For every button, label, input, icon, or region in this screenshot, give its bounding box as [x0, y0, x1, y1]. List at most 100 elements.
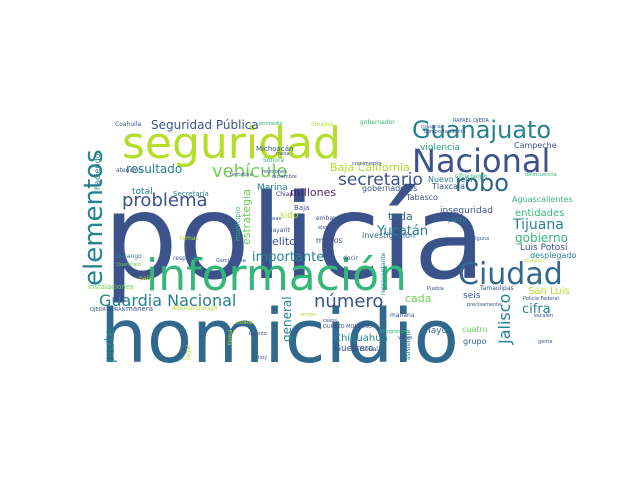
word-nacional: Nacional — [412, 142, 550, 180]
word-parte: parte — [103, 328, 118, 363]
word-atencion: atención — [116, 167, 142, 174]
word-secretario: secretario — [338, 170, 423, 190]
word-puebla: Puebla — [427, 286, 444, 292]
word-estado: estado — [236, 320, 253, 326]
word-vacas: vacas — [398, 335, 413, 341]
word-trabajando: trabajando — [421, 124, 443, 129]
word-representante: representante — [380, 252, 387, 295]
word-cosas: cosas — [267, 216, 281, 222]
word-garcia-luna: García Luna — [216, 257, 246, 264]
word-sonora: Sonora — [263, 157, 284, 164]
word-vehiculo: vehículo — [212, 161, 287, 182]
word-municipio: municipio — [234, 207, 242, 241]
word-tema: tema — [227, 329, 234, 345]
word-comportamiento: comportamiento — [424, 129, 466, 135]
word-kilogramos: kilogramos — [380, 329, 408, 335]
word-temas: temas — [180, 235, 199, 242]
word-tabasco: Tabasco — [405, 193, 438, 202]
word-toda: toda — [388, 210, 413, 223]
word-yucatan: Yucatán — [376, 224, 428, 239]
word-baja: Baja — [294, 204, 309, 212]
word-cada: cada — [405, 292, 432, 305]
word-homicidio: homicidio — [100, 294, 459, 380]
word-escalon: escalón — [534, 312, 553, 319]
word-mesa: mesa — [276, 151, 290, 157]
word-seguridad-publica: Seguridad Pública — [151, 118, 259, 132]
word-gobernadores: gobernadores — [362, 184, 417, 193]
word-seis: seis — [463, 291, 481, 301]
word-inseguridad: inseguridad — [440, 206, 493, 216]
word-embargo: embargo — [316, 215, 343, 222]
word-secretaria: Secretaría — [173, 190, 209, 198]
word-resultado: resultado — [126, 162, 182, 176]
word-decir: decir — [343, 255, 358, 262]
word-cuatro: cuatro — [462, 325, 488, 334]
word-sido: sido — [280, 211, 299, 221]
word-ciudad: Ciudad — [458, 257, 563, 292]
word-delincuencia: delincuencia — [525, 172, 557, 178]
word-instalaciones: instalaciones — [88, 283, 134, 291]
word-violencia: violencia — [420, 143, 460, 153]
word-gobernador: gobernador — [360, 119, 395, 126]
word-promedio: promedio — [259, 121, 283, 127]
word-manana: mañana — [390, 312, 415, 319]
word-reuniones: reuniones — [262, 169, 287, 175]
word-rafael-ojeda: RAFAEL OJEDA — [453, 118, 489, 124]
word-ejemplo: ejemplo — [318, 225, 338, 231]
word-gente: gente — [538, 339, 552, 345]
word-queretaro: Querétaro — [116, 261, 141, 268]
word-general: general — [280, 296, 294, 342]
word-mayor: mayor — [422, 326, 451, 336]
word-precisamente: precisamente — [467, 302, 501, 308]
word-personal: personal — [352, 346, 378, 353]
word-numero: número — [314, 291, 383, 312]
word-guerrero: Guerrero — [334, 344, 374, 354]
word-durango: Durango — [116, 253, 142, 260]
word-haciendo: haciendo — [93, 153, 102, 190]
word-cuanto: Cuánto — [249, 330, 267, 337]
word-informacion: información — [146, 250, 407, 301]
word-tamaulipas: Tamaulipas — [479, 285, 514, 292]
word-millones: millones — [290, 186, 336, 199]
word-tentativa: tentativa — [230, 172, 253, 178]
word-luis-potosi: Luis Potosí — [520, 243, 568, 253]
word-seguridad: seguridad — [122, 118, 341, 169]
word-asistencia: asistencia — [405, 330, 412, 360]
word-delito: delito — [265, 235, 296, 248]
word-nuevo-leon: Nuevo León — [428, 174, 475, 184]
word-investigacion: investigación — [362, 230, 415, 240]
word-san-luis: San Luis — [528, 286, 570, 297]
word-aguascalientes: Aguascalientes — [512, 195, 573, 204]
word-marina: Marina — [257, 183, 288, 193]
word-casos: casos — [323, 318, 337, 324]
word-crecimiento: crecimiento — [352, 161, 381, 167]
word-policia: policía — [103, 168, 486, 306]
word-chiapas: Chiapas — [276, 191, 300, 198]
word-guardia-nacional: Guardia Nacional — [99, 291, 236, 310]
word-michoacan: Michoacán — [256, 145, 293, 153]
word-gobierno: gobierno — [515, 231, 568, 245]
word-policia-federal: Policía Federal — [523, 295, 559, 302]
word-tlaxcala: Tlaxcala — [431, 182, 465, 191]
word-alguna: alguna — [472, 236, 489, 242]
word-hoy: hoy — [258, 355, 267, 361]
word-cifra-negro: cifra negro — [455, 173, 488, 180]
word-grupo: grupo — [463, 337, 487, 346]
word-elementos: elementos — [79, 149, 109, 286]
word-pais: pais — [139, 275, 151, 282]
word-alfonso-durazo: Alfonso Durazo — [172, 305, 218, 312]
word-desplegado: desplegado — [530, 251, 576, 260]
word-nayarit: Nayarit — [268, 227, 291, 234]
word-respecto: respecto — [173, 255, 199, 262]
word-durazo-montano: DURAZO MONTAÑO — [323, 323, 372, 330]
word-entidades: entidades — [515, 208, 564, 219]
word-tijuana: Tijuana — [512, 217, 564, 233]
word-campeche: Campeche — [514, 141, 557, 150]
word-problema: problema — [122, 190, 208, 211]
word-jalisco: Jalisco — [495, 294, 514, 345]
word-sinaloa: Sinaloa — [311, 121, 333, 128]
word-lugar: lugar — [185, 344, 192, 360]
word-pueden: pueden — [525, 258, 544, 264]
